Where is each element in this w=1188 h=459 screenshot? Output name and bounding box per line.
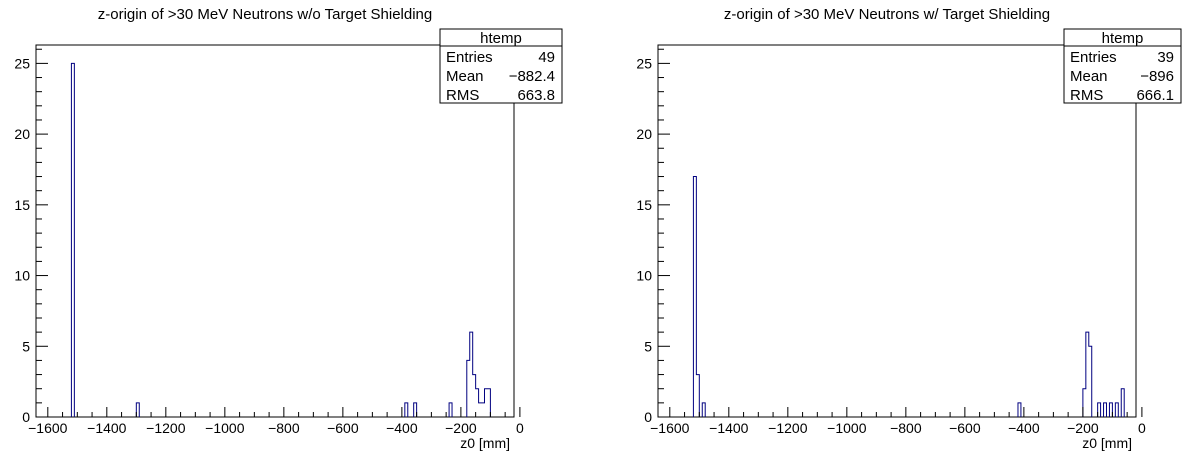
y-tick-label: 5 [22,338,30,354]
stats-box: htemp Entries 49 Mean −882.4 RMS 663.8 [439,28,563,104]
stats-label-rms: RMS [1070,87,1103,104]
histogram-right-svg: z-origin of >30 MeV Neutrons w/ Target S… [636,6,1182,451]
histogram-panel-right: z-origin of >30 MeV Neutrons w/ Target S… [594,0,1188,459]
stats-box-name: htemp [480,30,522,47]
x-tick-label: −1400 [87,420,127,436]
x-tick-label: −800 [890,420,922,436]
y-tick-label: 20 [14,126,30,142]
stats-value-mean: −882.4 [509,68,555,85]
y-tick-label: 25 [14,55,30,71]
stats-value-entries: 49 [538,49,555,66]
plot-frame [657,44,1137,418]
stats-box-frame [1063,28,1182,104]
y-tick-label: 25 [636,55,652,71]
stats-value-entries: 39 [1157,49,1174,66]
x-tick-label: 0 [516,420,524,436]
x-tick-label: −600 [949,420,981,436]
stats-value-mean: −896 [1140,68,1174,85]
histogram-left-svg: z-origin of >30 MeV Neutrons w/o Target … [14,6,563,451]
x-tick-label: −800 [268,420,300,436]
x-tick-label: −1600 [650,420,690,436]
stats-label-mean: Mean [446,68,484,85]
x-tick-label: −1000 [205,420,245,436]
stats-box-frame [439,28,563,104]
x-tick-label: −400 [1008,420,1040,436]
stats-label-entries: Entries [1070,49,1117,66]
stats-box-name: htemp [1102,30,1144,47]
x-axis-label: z0 [mm] [460,435,510,451]
x-tick-label: −1600 [28,420,68,436]
y-tick-label: 15 [636,197,652,213]
y-tick-label: 15 [14,197,30,213]
chart-title: z-origin of >30 MeV Neutrons w/ Target S… [724,6,1050,23]
histogram-outline [692,176,1125,417]
y-tick-label: 5 [644,338,652,354]
x-tick-label: −200 [1067,420,1099,436]
histogram-outline [70,62,491,417]
x-tick-label: −1200 [768,420,808,436]
stats-box: htemp Entries 39 Mean −896 RMS 666.1 [1063,28,1182,104]
x-tick-label: −200 [445,420,477,436]
x-tick-label: −1200 [146,420,186,436]
y-tick-label: 20 [636,126,652,142]
x-tick-label: −600 [327,420,359,436]
stats-value-rms: 666.1 [1136,87,1174,104]
y-tick-label: 10 [14,268,30,284]
x-tick-label: −400 [386,420,418,436]
stats-value-rms: 663.8 [517,87,555,104]
stats-label-entries: Entries [446,49,493,66]
x-tick-label: −1400 [709,420,749,436]
histogram-bar [479,403,482,417]
histogram-panel-left: z-origin of >30 MeV Neutrons w/o Target … [14,6,563,451]
x-tick-label: −1000 [827,420,867,436]
x-axis-label: z0 [mm] [1082,435,1132,451]
histogram-bar [482,403,485,417]
x-tick-label: 0 [1138,420,1146,436]
chart-title: z-origin of >30 MeV Neutrons w/o Target … [98,6,433,23]
y-tick-label: 10 [636,268,652,284]
stats-label-rms: RMS [446,87,479,104]
y-tick-label: 0 [22,409,30,425]
plot-frame [35,44,515,418]
stats-label-mean: Mean [1070,68,1108,85]
y-tick-label: 0 [644,409,652,425]
